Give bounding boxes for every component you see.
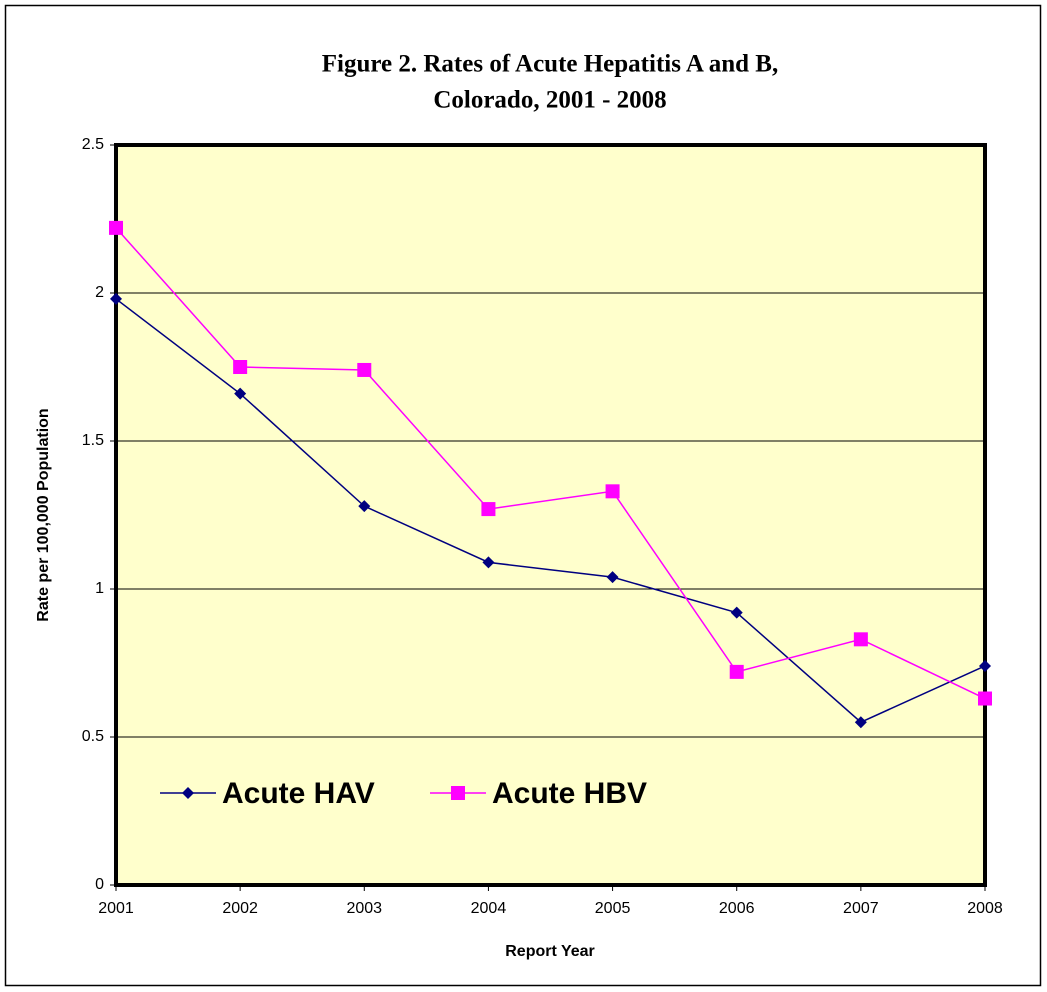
x-tick-label: 2008 bbox=[967, 900, 1003, 917]
x-tick-label: 2005 bbox=[595, 900, 631, 917]
marker bbox=[854, 716, 867, 729]
marker bbox=[182, 787, 194, 799]
plot-border bbox=[114, 143, 987, 887]
marker bbox=[978, 691, 992, 706]
marker bbox=[358, 500, 371, 513]
x-tick-label: 2004 bbox=[471, 900, 507, 917]
x-tick-label: 2003 bbox=[346, 900, 382, 917]
marker bbox=[730, 606, 743, 619]
marker bbox=[233, 360, 248, 374]
marker bbox=[451, 786, 465, 800]
marker bbox=[357, 362, 372, 377]
plot-area bbox=[116, 145, 985, 885]
x-axis-label: Report Year bbox=[505, 943, 595, 960]
legend-label: Acute HAV bbox=[222, 777, 375, 810]
y-axis-label: Rate per 100,000 Population bbox=[35, 408, 52, 621]
x-tick-label: 2002 bbox=[222, 900, 258, 917]
x-tick-label: 2001 bbox=[98, 900, 134, 917]
marker bbox=[234, 387, 247, 400]
marker bbox=[729, 664, 744, 679]
marker bbox=[979, 659, 991, 672]
marker bbox=[605, 484, 620, 499]
line bbox=[115, 227, 986, 700]
line bbox=[115, 298, 986, 724]
y-tick-label: 1.5 bbox=[82, 432, 104, 449]
y-tick-label: 0 bbox=[95, 876, 104, 893]
y-tick-label: 1 bbox=[95, 580, 104, 597]
marker bbox=[110, 292, 122, 305]
marker bbox=[482, 556, 495, 569]
x-tick-label: 2006 bbox=[719, 900, 755, 917]
marker bbox=[606, 571, 619, 584]
chart-title: Figure 2. Rates of Acute Hepatitis A and… bbox=[322, 51, 778, 78]
y-tick-label: 2 bbox=[95, 284, 104, 301]
x-tick-label: 2007 bbox=[843, 900, 879, 917]
y-tick-label: 0.5 bbox=[82, 728, 104, 745]
legend-label: Acute HBV bbox=[492, 777, 647, 810]
y-tick-label: 2.5 bbox=[82, 136, 104, 153]
marker bbox=[853, 632, 868, 647]
marker bbox=[481, 502, 496, 517]
chart-title: Colorado, 2001 - 2008 bbox=[433, 87, 666, 114]
marker bbox=[109, 220, 123, 235]
